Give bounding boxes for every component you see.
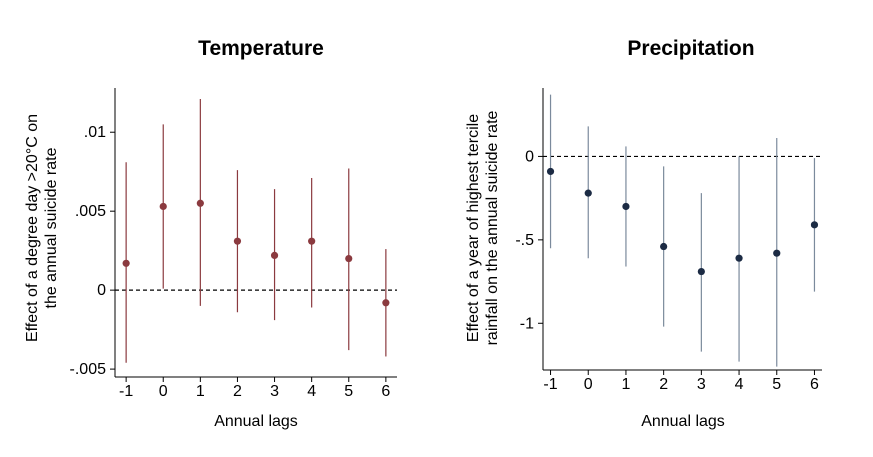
point-estimate-precipitation [697, 267, 705, 276]
x-tick-label-temperature: -1 [119, 383, 133, 400]
x-tick-label-precipitation: 3 [697, 376, 706, 393]
x-axis-label-temperature: Annual lags [214, 413, 298, 430]
x-tick-label-precipitation: 2 [659, 376, 668, 393]
x-tick-label-precipitation: 6 [810, 376, 819, 393]
y-tick-label-precipitation: 0 [525, 148, 534, 165]
point-estimate-temperature [382, 299, 390, 307]
x-tick-label-precipitation: 1 [621, 376, 630, 393]
y-tick-label-temperature: 0 [97, 282, 106, 299]
chart-title-temperature: Temperature [198, 37, 324, 60]
point-estimate-precipitation [773, 249, 781, 257]
y-axis-label-precipitation-line2: rainfall on the annual suicide rate [484, 110, 501, 345]
point-estimate-temperature [233, 237, 242, 245]
y-axis-label-temperature-line2: the annual suicide rate [43, 147, 60, 308]
point-estimate-precipitation [735, 254, 743, 262]
point-estimate-temperature [122, 259, 130, 267]
x-tick-label-precipitation: 5 [772, 376, 781, 393]
y-axis-label-precipitation-line1: Effect of a year of highest tercile [465, 114, 482, 342]
x-tick-label-temperature: 5 [344, 383, 353, 400]
point-estimate-temperature [345, 254, 353, 263]
point-estimate-temperature [196, 199, 204, 207]
point-estimate-precipitation [660, 242, 668, 251]
y-tick-label-temperature: .01 [84, 124, 106, 141]
point-estimate-precipitation [584, 189, 592, 197]
x-tick-label-temperature: 0 [159, 383, 168, 400]
point-estimate-temperature [308, 237, 316, 245]
x-tick-label-precipitation: 4 [735, 376, 744, 393]
x-tick-label-precipitation: -1 [543, 376, 557, 393]
point-estimate-precipitation [622, 202, 630, 211]
x-tick-label-temperature: 6 [381, 383, 390, 400]
point-estimate-precipitation [810, 221, 819, 229]
panel-temperature: Temperature Effect of a degree day >20°C… [24, 37, 397, 430]
panel-precipitation: Precipitation Effect of a year of highes… [465, 37, 822, 430]
point-estimate-precipitation [546, 167, 555, 176]
x-tick-label-precipitation: 0 [584, 376, 593, 393]
y-tick-label-precipitation: -1 [520, 315, 534, 332]
plot-area-temperature: -.005 0 .005 .01 -1 0 1 2 3 4 5 6 [70, 88, 397, 400]
x-tick-label-temperature: 1 [196, 383, 205, 400]
y-tick-label-precipitation: -.5 [515, 232, 534, 249]
x-tick-label-temperature: 4 [307, 383, 316, 400]
point-estimate-temperature [159, 202, 167, 211]
point-estimate-temperature [270, 251, 279, 259]
y-tick-label-temperature: -.005 [70, 361, 107, 378]
x-tick-label-temperature: 3 [270, 383, 279, 400]
chart-title-precipitation: Precipitation [627, 37, 754, 60]
x-tick-label-temperature: 2 [233, 383, 242, 400]
x-axis-label-precipitation: Annual lags [641, 413, 725, 430]
y-tick-label-temperature: .005 [75, 203, 106, 220]
plot-area-precipitation: -1 -.5 0 -1 0 1 2 3 4 5 6 [515, 88, 822, 393]
y-axis-label-temperature-line1: Effect of a degree day >20°C on [24, 114, 41, 342]
